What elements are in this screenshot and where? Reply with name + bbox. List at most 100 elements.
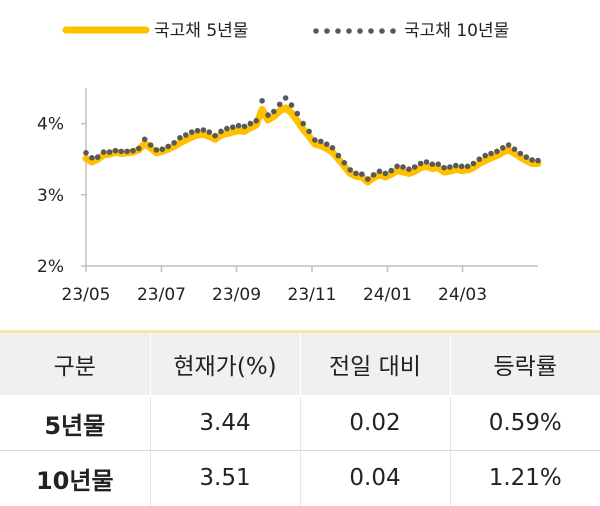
series-point-10y <box>500 145 506 151</box>
header-price: 현재가(%) <box>149 331 300 397</box>
series-point-10y <box>118 148 124 155</box>
table-row: 10년물 3.51 0.04 1.21% <box>0 450 600 506</box>
y-tick-label: 3% <box>37 186 64 206</box>
series-point-10y <box>265 112 271 118</box>
yield-line-chart: 국고채 5년물 국고채 10년물 2% 3% 4% 23/05 23/07 23/09 23/… <box>37 21 542 305</box>
series-point-10y <box>376 168 383 175</box>
series-point-10y <box>517 150 524 157</box>
series-point-10y <box>400 164 406 170</box>
header-category: 구분 <box>0 331 150 397</box>
series-point-10y <box>224 125 230 132</box>
series-point-10y <box>241 123 248 130</box>
series-point-10y <box>535 157 541 164</box>
series-point-10y <box>130 147 136 154</box>
series-point-10y <box>388 167 395 174</box>
series-point-10y <box>494 148 500 155</box>
legend-swatch-10y-dot <box>390 28 396 34</box>
series-point-10y <box>300 120 307 127</box>
series-point-10y <box>200 127 207 133</box>
x-tick-label: 24/01 <box>363 285 412 305</box>
chart-series <box>82 95 542 186</box>
legend-swatch-10y-dot <box>313 28 319 34</box>
series-point-10y <box>447 164 453 170</box>
cell-price-5y: 3.44 <box>149 395 300 451</box>
series-point-10y <box>382 170 389 177</box>
series-point-10y <box>94 154 101 160</box>
series-point-10y <box>406 166 412 172</box>
series-point-10y <box>394 163 400 170</box>
series-point-10y <box>100 149 107 155</box>
legend-swatch-10y-dot <box>346 28 352 34</box>
x-tick-label: 23/07 <box>137 285 186 305</box>
series-point-10y <box>488 150 494 157</box>
header-change: 전일 대비 <box>299 331 450 397</box>
series-point-10y <box>188 129 195 135</box>
series-point-10y <box>458 163 465 170</box>
series-point-10y <box>89 155 95 161</box>
x-tick-label: 23/11 <box>288 285 337 305</box>
series-point-10y <box>411 164 418 170</box>
series-point-10y <box>247 120 254 127</box>
series-point-10y <box>347 167 354 173</box>
series-point-10y <box>323 141 330 147</box>
series-line-5y <box>82 104 542 186</box>
series-point-10y <box>335 152 342 159</box>
series-point-10y <box>253 118 259 124</box>
legend-label-5y: 국고채 5년물 <box>154 21 248 41</box>
legend-swatch-10y-dot <box>357 28 363 34</box>
series-point-10y <box>165 143 171 150</box>
series-point-10y <box>271 108 277 115</box>
series-point-10y <box>83 150 89 156</box>
x-tick-label: 23/05 <box>62 285 111 305</box>
series-point-10y <box>318 138 324 145</box>
series-point-10y <box>359 171 365 177</box>
series-point-10y <box>511 146 518 152</box>
series-point-10y <box>124 148 130 155</box>
series-point-10y <box>147 142 154 148</box>
series-point-10y <box>218 128 224 135</box>
series-point-10y <box>106 149 113 155</box>
series-point-10y <box>235 122 242 129</box>
series-point-10y <box>464 163 471 170</box>
series-point-10y <box>212 132 218 139</box>
legend-swatch-10y-dot <box>335 28 341 34</box>
series-point-10y <box>177 135 183 141</box>
series-point-10y <box>282 95 289 101</box>
series-point-10y <box>153 147 160 153</box>
series-point-10y <box>341 160 348 166</box>
series-point-10y <box>259 98 265 104</box>
series-point-10y <box>441 164 447 171</box>
series-point-10y <box>136 145 142 152</box>
series-point-10y <box>294 110 301 117</box>
legend-swatch-10y-dot <box>379 28 385 34</box>
series-point-10y <box>370 172 377 178</box>
legend-swatch-10y-dot <box>324 28 330 34</box>
series-point-10y <box>423 159 430 165</box>
series-point-10y <box>505 142 512 148</box>
series-point-10y <box>206 129 213 135</box>
series-point-10y <box>159 146 166 152</box>
series-point-10y <box>523 154 530 160</box>
row-label-5y: 5년물 <box>0 395 150 451</box>
series-point-10y <box>476 156 483 162</box>
cell-price-10y: 3.51 <box>149 450 300 506</box>
legend-label-10y: 국고채 10년물 <box>404 21 509 41</box>
series-point-10y <box>183 132 189 138</box>
x-tick-label: 24/03 <box>438 285 487 305</box>
yield-table: 구분 현재가(%) 전일 대비 등락률 5년물 3.44 0.02 0.59% … <box>0 330 600 506</box>
series-point-10y <box>353 170 359 177</box>
series-point-10y <box>482 152 489 159</box>
series-point-10y <box>276 101 283 108</box>
table-row: 5년물 3.44 0.02 0.59% <box>0 395 600 451</box>
series-point-10y <box>417 160 424 167</box>
chart-legend: 국고채 5년물 국고채 10년물 <box>62 21 509 41</box>
series-point-10y <box>141 136 148 143</box>
cell-change-5y: 0.02 <box>299 395 450 451</box>
cell-change-10y: 0.04 <box>299 450 450 506</box>
legend-swatch-10y-dot <box>368 28 374 34</box>
series-point-10y <box>306 128 312 135</box>
series-point-10y <box>435 161 442 167</box>
series-point-10y <box>312 137 318 143</box>
series-point-10y <box>112 147 119 154</box>
cell-rate-5y: 0.59% <box>449 395 600 451</box>
